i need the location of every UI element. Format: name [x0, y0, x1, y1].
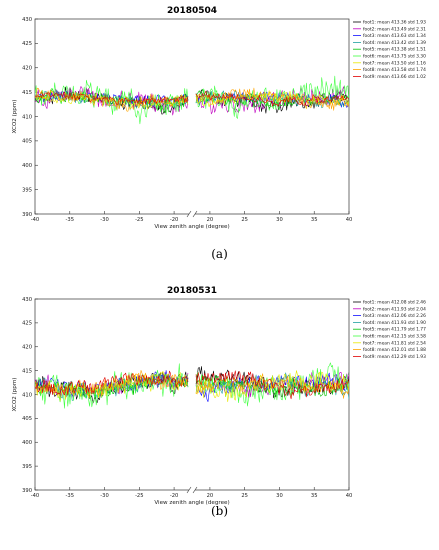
- y-tick-label: 410: [22, 114, 32, 120]
- x-tick-label: -25: [135, 493, 143, 499]
- chart-title: 20180504: [167, 6, 217, 16]
- series-line: [35, 369, 189, 397]
- axis-break-mark: [192, 210, 198, 218]
- y-tick-label: 420: [22, 345, 32, 351]
- y-tick-label: 400: [22, 440, 32, 446]
- y-tick-label: 390: [22, 488, 32, 494]
- x-tick-label: 20: [207, 493, 214, 499]
- series-line: [195, 75, 349, 119]
- x-tick-label: -40: [31, 217, 39, 223]
- axis-break-gap: [189, 211, 195, 217]
- y-tick-label: 425: [22, 321, 32, 327]
- series-line: [195, 370, 349, 400]
- series-line: [195, 90, 349, 107]
- legend-entry: foot2: mean 411.93 std 2.04: [363, 306, 426, 312]
- legend-entry: foot8: mean 413.58 std 1.74: [363, 67, 426, 73]
- axis-break-mark: [186, 486, 192, 494]
- x-tick-label: 20: [207, 217, 214, 223]
- legend-entry: foot3: mean 412.06 std 2.26: [363, 313, 426, 319]
- axis-break-mark: [186, 210, 192, 218]
- y-axis-label: XCO2 (ppm): [12, 100, 18, 134]
- x-tick-label: 40: [346, 493, 353, 499]
- legend-entry: foot3: mean 413.63 std 1.34: [363, 33, 426, 39]
- legend-entry: foot5: mean 413.38 std 1.51: [363, 47, 426, 53]
- series-line: [195, 86, 349, 115]
- x-tick-label: -20: [170, 493, 178, 499]
- x-tick-label: 25: [241, 493, 248, 499]
- y-tick-label: 420: [22, 66, 32, 72]
- series-line: [195, 373, 349, 399]
- legend-entry: foot4: mean 413.42 std 1.39: [363, 40, 426, 46]
- y-tick-label: 405: [22, 139, 32, 145]
- x-tick-label: -25: [135, 217, 143, 223]
- x-tick-label: -30: [100, 493, 108, 499]
- chart-panel-a: 20180504 390 395 400 405 410 415 420 425 430 -40 -3…: [12, 6, 426, 230]
- y-tick-label: 395: [22, 187, 32, 193]
- caption-b: (b): [211, 504, 228, 518]
- x-tick-label: -30: [100, 217, 108, 223]
- series-line: [35, 87, 189, 112]
- legend-entry: foot6: mean 413.75 std 3.30: [363, 54, 426, 60]
- y-tick-label: 430: [22, 17, 32, 23]
- series-line: [35, 91, 189, 105]
- x-tick-label: 35: [311, 493, 318, 499]
- y-tick-label: 390: [22, 212, 32, 218]
- legend-entry: foot1: mean 412.08 std 2.46: [363, 300, 426, 306]
- legend-entry: foot9: mean 412.29 std 1.93: [363, 354, 426, 360]
- x-tick-label: 30: [276, 217, 283, 223]
- series-line: [195, 370, 349, 403]
- x-tick-label: 25: [241, 217, 248, 223]
- legend-entry: foot4: mean 411.93 std 1.90: [363, 320, 426, 326]
- y-tick-label: 410: [22, 392, 32, 398]
- x-axis-label: View zenith angle (degree): [154, 500, 229, 506]
- series-lines: [35, 362, 349, 409]
- chart-panel-b: 20180531 390 395 400 405 410 415 420 425 430 -40 -3…: [12, 286, 426, 506]
- y-tick-label: 395: [22, 464, 32, 470]
- legend-entry: foot1: mean 413.36 std 1.93: [363, 20, 426, 26]
- y-tick-label: 405: [22, 416, 32, 422]
- legend-entry: foot7: mean 411.81 std 2.54: [363, 340, 426, 346]
- legend-entry: foot5: mean 411.79 std 1.77: [363, 327, 426, 333]
- series-line: [35, 79, 189, 125]
- y-tick-label: 425: [22, 41, 32, 47]
- legend-entry: foot8: mean 412.01 std 1.88: [363, 347, 426, 353]
- y-tick-label: 415: [22, 90, 32, 96]
- caption-a: (a): [211, 247, 228, 261]
- series-lines: [35, 75, 349, 125]
- x-tick-label: -35: [66, 493, 74, 499]
- legend-entry: foot6: mean 412.15 std 3.58: [363, 334, 426, 340]
- x-tick-label: 40: [346, 217, 353, 223]
- y-tick-label: 430: [22, 297, 32, 303]
- chart-title: 20180531: [167, 286, 217, 296]
- legend-entry: foot2: mean 413.49 std 2.31: [363, 26, 426, 32]
- x-tick-label: -40: [31, 493, 39, 499]
- x-tick-label: 35: [311, 217, 318, 223]
- axis-break-gap: [189, 487, 195, 493]
- x-tick-label: -20: [170, 217, 178, 223]
- y-tick-label: 415: [22, 368, 32, 374]
- x-axis-label: View zenith angle (degree): [154, 224, 229, 230]
- x-tick-label: -35: [66, 217, 74, 223]
- legend-entry: foot7: mean 413.50 std 1.16: [363, 60, 426, 66]
- x-tick-label: 30: [276, 493, 283, 499]
- axis-break-mark: [192, 486, 198, 494]
- y-axis-label: XCO2 (ppm): [12, 378, 18, 412]
- series-line: [195, 362, 349, 407]
- y-tick-label: 400: [22, 163, 32, 169]
- legend-entry: foot9: mean 413.66 std 1.02: [363, 74, 426, 80]
- series-line: [35, 370, 189, 396]
